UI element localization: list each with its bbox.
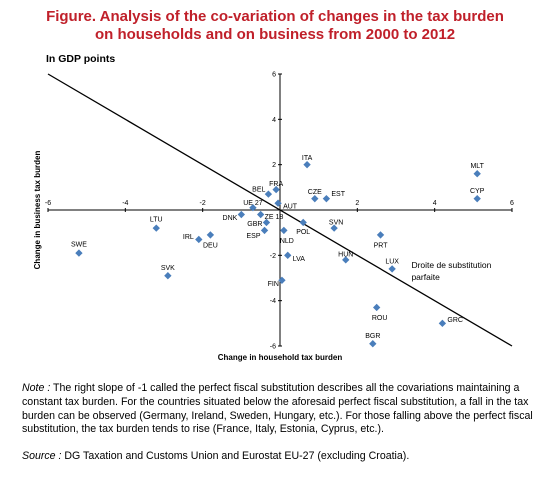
- point-label-ltu: LTU: [150, 217, 163, 224]
- point-label-mlt: MLT: [470, 163, 484, 170]
- point-label-deu: DEU: [203, 242, 218, 249]
- point-label-fra: FRA: [269, 181, 283, 188]
- y-tick-label: -6: [270, 344, 276, 351]
- point-label-cyp: CYP: [470, 188, 485, 195]
- point-deu: [206, 231, 215, 239]
- point-label-ita: ITA: [302, 155, 313, 162]
- point-label-hun: HUN: [338, 251, 353, 258]
- point-label-irl: IRL: [183, 234, 194, 241]
- point-label-svn: SVN: [329, 220, 343, 227]
- point-dnk: [237, 210, 246, 219]
- figure-title-line-2: on households and on business from 2000 …: [94, 26, 456, 43]
- point-fin: [278, 276, 286, 284]
- x-axis-title: Change in household tax burden: [218, 353, 343, 362]
- point-prt: [376, 231, 385, 239]
- x-tick-label: 4: [433, 200, 437, 207]
- point-ue-27: [249, 204, 257, 212]
- point-label-rou: ROU: [372, 315, 388, 322]
- y-tick-label: 2: [272, 162, 276, 169]
- point-grc: [438, 319, 447, 328]
- note-text: The right slope of -1 called the perfect…: [22, 382, 533, 436]
- scatter-chart: -6 -4 -2 2 4 6 6 4 2 -2 -4 -6 Change in household ta…: [33, 72, 514, 363]
- point-cyp: [473, 194, 481, 203]
- x-tick-label: 2: [355, 200, 359, 207]
- point-nld: [280, 226, 288, 235]
- point-label-lux: LUX: [385, 258, 399, 265]
- point-label-dnk: DNK: [223, 215, 238, 222]
- substitution-line: [47, 73, 513, 347]
- point-ze-18: [256, 210, 265, 219]
- y-tick-label: -4: [270, 298, 276, 305]
- point-rou: [372, 303, 381, 312]
- point-bel: [264, 190, 273, 198]
- point-label-nld: NLD: [280, 238, 294, 245]
- x-tick-label: -2: [200, 200, 206, 207]
- point-swe: [75, 249, 83, 257]
- units-label: In GDP points: [46, 53, 116, 65]
- source-text: DG Taxation and Customs Union and Eurost…: [61, 450, 410, 462]
- y-tick-label: 6: [272, 72, 276, 79]
- point-label-ze-18: ZE 18: [265, 214, 284, 221]
- point-aut: [274, 199, 282, 207]
- point-label-fin: FIN: [268, 281, 279, 288]
- x-tick-label: 6: [510, 200, 514, 207]
- point-label-ue-27: UE 27: [243, 200, 263, 207]
- y-tick-label: -2: [270, 253, 276, 260]
- point-label-swe: SWE: [71, 242, 87, 249]
- substitution-line-label: Droite de substitution parfaite: [411, 260, 491, 282]
- point-label-est: EST: [331, 191, 345, 198]
- x-tick-label: -4: [122, 200, 128, 207]
- y-axis-title: Change in business tax burden: [33, 151, 42, 270]
- note-label: Note :: [22, 382, 51, 394]
- figure-title-line-1: Figure. Analysis of the co-variation of …: [46, 8, 504, 25]
- point-label-bgr: BGR: [365, 333, 380, 340]
- source: Source : DG Taxation and Customs Union a…: [22, 450, 409, 462]
- data-points: [75, 160, 481, 348]
- point-hun: [342, 256, 350, 264]
- y-tick-label: 4: [272, 117, 276, 124]
- point-mlt: [473, 170, 481, 178]
- point-lva: [284, 251, 292, 260]
- point-svk: [164, 272, 172, 280]
- point-fra: [272, 185, 280, 194]
- point-label-grc: GRC: [447, 317, 463, 324]
- point-label-gbr: GBR: [247, 221, 262, 228]
- point-label-pol: POL: [296, 229, 310, 236]
- source-label: Source :: [22, 450, 62, 462]
- x-tick-label: -6: [45, 200, 51, 207]
- point-label-prt: PRT: [374, 242, 389, 249]
- point-irl: [195, 235, 203, 244]
- point-label-esp: ESP: [247, 233, 261, 240]
- point-est: [322, 194, 331, 203]
- point-ltu: [152, 224, 160, 232]
- point-ita: [303, 160, 311, 169]
- point-lux: [388, 265, 396, 273]
- figure-title: Figure. Analysis of the co-variation of …: [0, 8, 550, 44]
- point-label-cze: CZE: [308, 189, 322, 196]
- point-label-aut: AUT: [283, 204, 298, 211]
- point-label-svk: SVK: [161, 265, 175, 272]
- substitution-line-group: Droite de substitution parfaite: [47, 73, 513, 347]
- point-label-bel: BEL: [252, 187, 265, 194]
- note: Note : The right slope of -1 called the …: [22, 382, 537, 437]
- point-label-lva: LVA: [293, 256, 306, 263]
- point-bgr: [369, 340, 377, 348]
